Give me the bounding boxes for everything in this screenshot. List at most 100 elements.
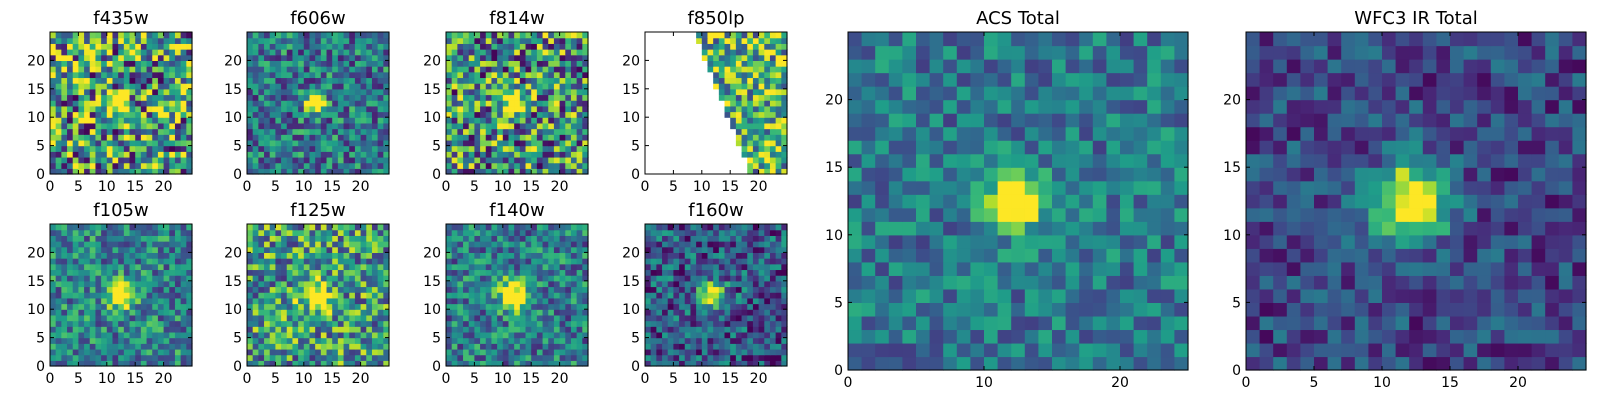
heatmap-cell (180, 111, 187, 118)
heatmap-cell (707, 348, 714, 356)
heatmap-cell (252, 224, 259, 231)
heatmap-cell (61, 134, 68, 141)
heatmap-cell (67, 252, 74, 259)
heatmap-cell (548, 94, 555, 101)
heatmap-cell (146, 77, 153, 84)
heatmap-cell (713, 145, 720, 152)
heatmap-cell (106, 331, 114, 339)
heatmap-cell (730, 145, 737, 152)
heatmap-cell (553, 134, 561, 141)
heatmap-cell (354, 297, 362, 305)
heatmap-cell (519, 122, 527, 130)
heatmap-cell (508, 269, 515, 276)
heatmap-cell (542, 168, 549, 175)
heatmap-cell (463, 139, 470, 147)
heatmap-cell (354, 320, 362, 327)
heatmap-cell (140, 235, 148, 242)
heatmap-cell (730, 348, 737, 356)
heatmap-cell (174, 263, 182, 271)
heatmap-cell (320, 66, 328, 73)
heatmap-cell (565, 320, 572, 327)
heatmap-cell (371, 269, 379, 276)
heatmap-cell (485, 280, 493, 288)
heatmap-cell (366, 60, 373, 67)
heatmap-cell (247, 314, 254, 322)
heatmap-cell (713, 100, 720, 107)
heatmap-cell (247, 292, 254, 299)
heatmap-cell (252, 49, 259, 56)
x-tick-label: 5 (470, 179, 479, 195)
heatmap-cell (718, 94, 726, 101)
heatmap-cell (332, 128, 339, 135)
heatmap-cell (123, 145, 131, 152)
heatmap-cell (354, 88, 362, 96)
heatmap-cell (497, 269, 504, 276)
heatmap-cell (95, 314, 102, 322)
heatmap-cell (656, 314, 663, 322)
heatmap-cell (752, 88, 760, 96)
heatmap-cell (129, 54, 136, 61)
heatmap-cell (275, 360, 282, 367)
heatmap-cell (275, 128, 282, 135)
heatmap-cell (140, 128, 148, 135)
heatmap-cell (775, 49, 782, 56)
heatmap-cell (570, 314, 578, 322)
heatmap-cell (326, 303, 333, 310)
heatmap-cell (662, 280, 669, 288)
heatmap-cell (570, 32, 578, 39)
heatmap-cell (258, 151, 265, 158)
heatmap-cell (247, 303, 254, 310)
heatmap-cell (186, 229, 193, 236)
heatmap-cell (106, 66, 114, 73)
heatmap-cell (366, 49, 373, 56)
heatmap-cell (258, 337, 265, 344)
heatmap-cell (730, 71, 737, 79)
heatmap-cell (174, 354, 182, 361)
heatmap-cell (446, 246, 453, 253)
heatmap-cell (247, 139, 254, 147)
heatmap-cell (106, 269, 114, 276)
heatmap-cell (146, 66, 153, 73)
heatmap-cell (118, 43, 125, 50)
heatmap-cell (349, 156, 356, 164)
heatmap-cell (298, 128, 305, 135)
heatmap-cell (519, 235, 527, 242)
heatmap-cell (354, 246, 362, 253)
heatmap-cell (542, 71, 549, 79)
heatmap-cell (84, 156, 91, 164)
heatmap-cell (553, 83, 561, 90)
heatmap-cell (377, 111, 384, 118)
heatmap-cell (667, 88, 674, 96)
heatmap-cell (565, 54, 572, 61)
heatmap-cell (656, 111, 663, 118)
heatmap-cell (72, 241, 79, 248)
heatmap-cell (497, 128, 504, 135)
panel-title: f125w (290, 200, 345, 221)
heatmap-cell (84, 229, 91, 236)
heatmap-cell (446, 320, 453, 327)
heatmap-cell (497, 122, 504, 130)
heatmap-cell (84, 292, 91, 299)
heatmap-cell (55, 224, 62, 231)
heatmap-cell (281, 326, 288, 333)
heatmap-cell (309, 105, 316, 113)
heatmap-cell (123, 269, 131, 276)
heatmap-cell (724, 286, 731, 293)
heatmap-cell (163, 128, 170, 135)
heatmap-cell (451, 134, 458, 141)
heatmap-cell (508, 100, 515, 107)
heatmap-cell (50, 54, 57, 61)
heatmap-cell (485, 286, 493, 293)
heatmap-cell (468, 32, 475, 39)
heatmap-cell (463, 49, 470, 56)
heatmap-cell (724, 94, 731, 101)
heatmap-cell (775, 168, 782, 175)
heatmap-cell (269, 252, 276, 259)
heatmap-cell (275, 354, 282, 361)
heatmap-cell (684, 134, 692, 141)
heatmap-cell (281, 71, 288, 79)
heatmap-cell (186, 303, 193, 310)
heatmap-cell (679, 320, 686, 327)
heatmap-cell (519, 269, 527, 276)
heatmap-cell (565, 117, 572, 124)
